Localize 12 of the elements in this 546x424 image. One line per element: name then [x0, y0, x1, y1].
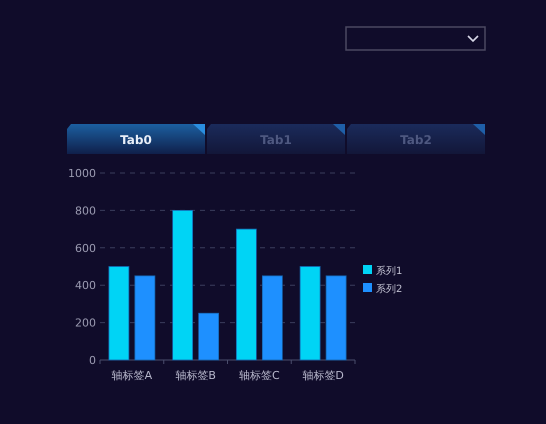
x-tick-label: 轴标签D: [302, 369, 344, 382]
y-tick-label: 0: [89, 354, 96, 367]
x-tick-label: 轴标签A: [112, 369, 153, 382]
legend-label: 系列2: [376, 283, 402, 295]
legend-label: 系列1: [376, 265, 402, 277]
y-tick-label: 400: [75, 279, 96, 292]
x-tick-label: 轴标签C: [239, 369, 280, 382]
y-tick-label: 1000: [68, 167, 96, 180]
y-tick-label: 200: [75, 316, 96, 330]
x-tick-label: 轴标签B: [175, 369, 216, 382]
y-tick-label: 800: [75, 204, 96, 218]
y-tick-label: 600: [75, 242, 96, 255]
